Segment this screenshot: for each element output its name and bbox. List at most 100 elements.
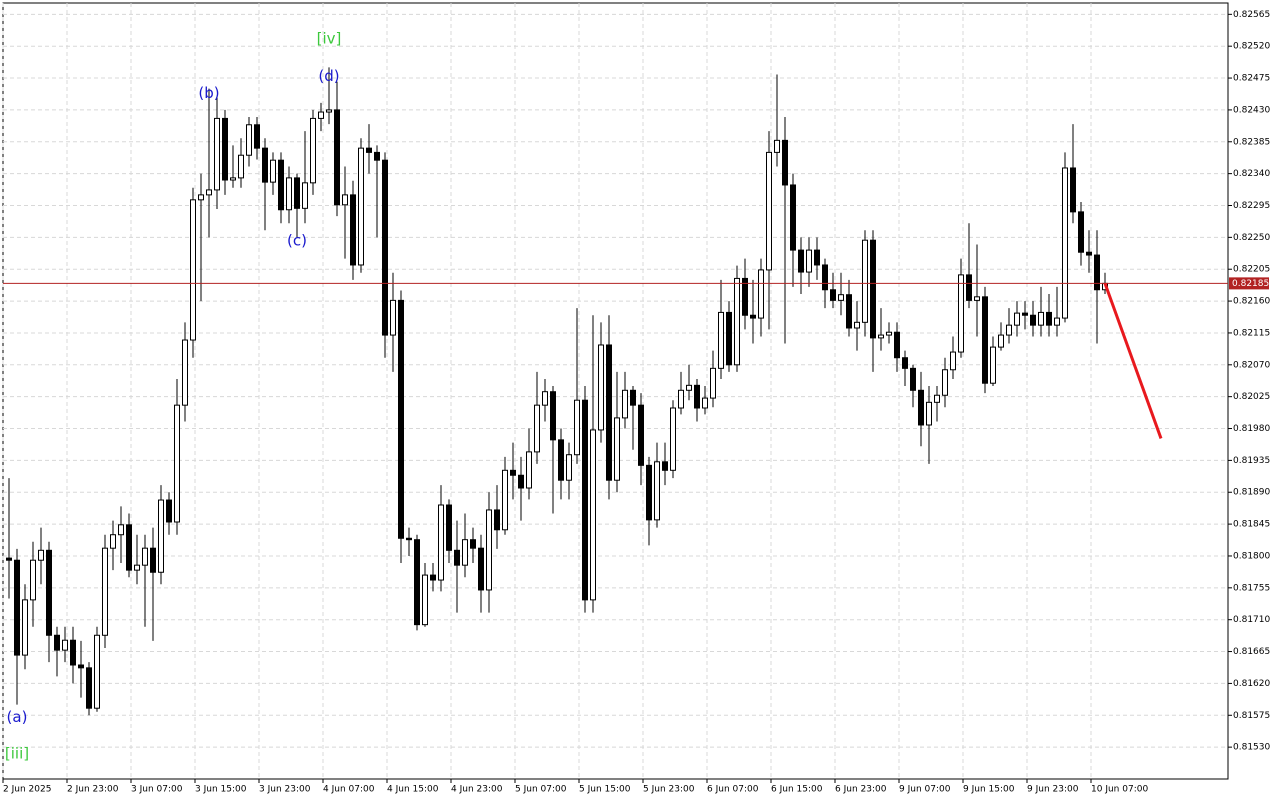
x-tick-label: 9 Jun 23:00 xyxy=(1027,785,1079,795)
candle-body xyxy=(30,559,36,601)
current-price-tag xyxy=(1229,277,1269,290)
candle-body xyxy=(614,417,620,481)
candle-body xyxy=(1014,312,1020,326)
wave-label: (d) xyxy=(318,67,339,85)
candle-body xyxy=(766,151,772,271)
y-tick-label: 0.82295 xyxy=(1233,201,1270,211)
x-tick-label: 4 Jun 07:00 xyxy=(323,785,375,795)
x-tick-label: 3 Jun 07:00 xyxy=(131,785,183,795)
candle-body xyxy=(550,391,556,441)
candle-body xyxy=(494,509,500,531)
candle-body xyxy=(998,334,1004,348)
candle-body xyxy=(398,299,404,539)
candle-body xyxy=(222,117,228,181)
candle-body xyxy=(22,599,28,656)
candle-body xyxy=(622,389,628,419)
candle-body xyxy=(638,404,644,466)
candle-body xyxy=(886,331,892,336)
candle-body xyxy=(910,367,916,391)
candle-body xyxy=(878,334,884,339)
y-tick-label: 0.82340 xyxy=(1233,169,1270,179)
candle-body xyxy=(982,296,988,384)
wave-label: (b) xyxy=(198,84,219,102)
candle-body xyxy=(1086,251,1092,256)
candle-body xyxy=(942,369,948,396)
candle-body xyxy=(582,399,588,601)
candle-body xyxy=(870,239,876,339)
candle-body xyxy=(806,249,812,273)
candle-body xyxy=(310,117,316,184)
candle-body xyxy=(86,667,92,709)
candle-body xyxy=(278,159,284,211)
candle-body xyxy=(206,189,212,196)
candle-body xyxy=(238,154,244,179)
candle-body xyxy=(686,384,692,391)
candle-body xyxy=(950,351,956,371)
y-tick-label: 0.81620 xyxy=(1233,679,1270,689)
candle-body xyxy=(1030,314,1036,326)
candle-body xyxy=(958,274,964,353)
candle-body xyxy=(302,182,308,209)
candle-body xyxy=(510,469,516,476)
x-tick-label: 10 Jun 07:00 xyxy=(1091,785,1148,795)
candle-body xyxy=(326,109,332,113)
candle-body xyxy=(606,344,612,481)
candle-body xyxy=(1022,312,1028,316)
marks xyxy=(3,67,1228,716)
candle-body xyxy=(798,249,804,273)
candle-body xyxy=(750,314,756,319)
candle-body xyxy=(830,289,836,301)
candle-body xyxy=(374,151,380,161)
wave-label: [iii] xyxy=(5,745,29,763)
candle-body xyxy=(102,547,108,636)
candle-body xyxy=(502,469,508,531)
y-tick-label: 0.82115 xyxy=(1233,328,1270,338)
candle-body xyxy=(334,109,340,206)
candle-body xyxy=(1038,311,1044,326)
candle-body xyxy=(558,439,564,481)
candle-body xyxy=(254,124,260,149)
x-tick-label: 4 Jun 23:00 xyxy=(451,785,503,795)
wave-label: [iv] xyxy=(317,30,342,48)
candle-body xyxy=(38,549,44,561)
candle-body xyxy=(518,474,524,489)
y-tick-label: 0.81530 xyxy=(1233,743,1270,753)
candle-body xyxy=(454,549,460,566)
candle-body xyxy=(446,504,452,551)
candle-body xyxy=(126,524,132,571)
x-tick-label: 6 Jun 07:00 xyxy=(707,785,759,795)
candle-body xyxy=(918,389,924,426)
candle-body xyxy=(70,639,76,666)
candle-body xyxy=(198,194,204,201)
y-tick-label: 0.82430 xyxy=(1233,105,1270,115)
candle-body xyxy=(902,357,908,369)
candle-body xyxy=(422,574,428,626)
candle-body xyxy=(46,549,52,636)
candle-body xyxy=(470,539,476,549)
x-tick-label: 3 Jun 23:00 xyxy=(259,785,311,795)
candle-body xyxy=(990,346,996,384)
y-tick-label: 0.81710 xyxy=(1233,615,1270,625)
candle-body xyxy=(94,634,100,709)
candle-body xyxy=(1078,211,1084,253)
candle-body xyxy=(742,277,748,316)
candle-body xyxy=(598,344,604,431)
y-tick-label: 0.82250 xyxy=(1233,233,1270,243)
candle-body xyxy=(854,321,860,329)
x-tick-label: 4 Jun 15:00 xyxy=(387,785,439,795)
y-tick-label: 0.81980 xyxy=(1233,424,1270,434)
candle-body xyxy=(462,539,468,566)
candle-body xyxy=(1006,324,1012,336)
x-tick-label: 5 Jun 07:00 xyxy=(515,785,567,795)
x-tick-label: 2 Jun 23:00 xyxy=(67,785,119,795)
y-tick-label: 0.82160 xyxy=(1233,297,1270,307)
y-tick-label: 0.82025 xyxy=(1233,392,1270,402)
candle-body xyxy=(534,404,540,453)
candle-body xyxy=(166,499,172,523)
candle-body xyxy=(814,249,820,266)
y-tick-label: 0.81800 xyxy=(1233,551,1270,561)
candle-body xyxy=(894,331,900,359)
y-tick-label: 0.82520 xyxy=(1233,42,1270,52)
candle-body xyxy=(430,574,436,581)
